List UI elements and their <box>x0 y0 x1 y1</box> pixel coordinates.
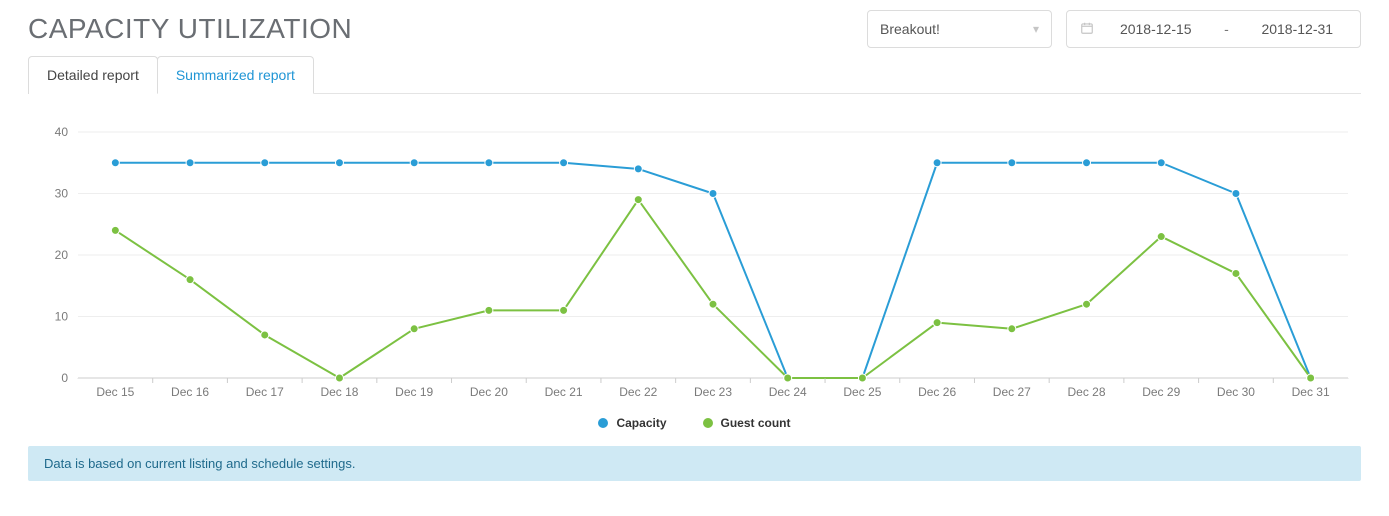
info-banner: Data is based on current listing and sch… <box>28 446 1361 481</box>
svg-text:Dec 28: Dec 28 <box>1068 385 1106 399</box>
capacity-chart: 0 10 20 30 40 Dec 15 Dec 16 Dec 17 Dec 18 Dec 19 D… <box>28 122 1361 402</box>
tab-detailed-report[interactable]: Detailed report <box>28 56 158 94</box>
chart-legend: Capacity Guest count <box>28 402 1361 446</box>
svg-text:Dec 19: Dec 19 <box>395 385 433 399</box>
svg-text:Dec 17: Dec 17 <box>246 385 284 399</box>
page-title: CAPACITY UTILIZATION <box>28 13 352 45</box>
date-range-separator: - <box>1217 21 1237 37</box>
report-tabs: Detailed report Summarized report <box>28 56 1361 94</box>
svg-text:40: 40 <box>55 125 69 139</box>
tab-summarized-report[interactable]: Summarized report <box>157 56 314 94</box>
legend-item-guest-count: Guest count <box>703 416 791 430</box>
legend-item-capacity: Capacity <box>598 416 666 430</box>
svg-text:Dec 22: Dec 22 <box>619 385 657 399</box>
svg-text:Dec 15: Dec 15 <box>96 385 134 399</box>
svg-text:Dec 24: Dec 24 <box>769 385 807 399</box>
breakout-select[interactable]: Breakout! ▾ <box>867 10 1052 48</box>
legend-dot-capacity <box>598 418 608 428</box>
svg-text:20: 20 <box>55 248 69 262</box>
svg-text:Dec 23: Dec 23 <box>694 385 732 399</box>
legend-dot-guest-count <box>703 418 713 428</box>
legend-label-capacity: Capacity <box>616 416 666 430</box>
svg-text:Dec 31: Dec 31 <box>1292 385 1330 399</box>
legend-label-guest-count: Guest count <box>721 416 791 430</box>
svg-text:Dec 29: Dec 29 <box>1142 385 1180 399</box>
svg-text:Dec 30: Dec 30 <box>1217 385 1255 399</box>
svg-text:Dec 27: Dec 27 <box>993 385 1031 399</box>
svg-text:Dec 20: Dec 20 <box>470 385 508 399</box>
svg-text:Dec 18: Dec 18 <box>320 385 358 399</box>
chevron-down-icon: ▾ <box>1033 22 1039 36</box>
svg-text:0: 0 <box>61 371 68 385</box>
svg-text:Dec 21: Dec 21 <box>545 385 583 399</box>
svg-text:Dec 26: Dec 26 <box>918 385 956 399</box>
svg-text:Dec 25: Dec 25 <box>843 385 881 399</box>
svg-text:10: 10 <box>55 310 69 324</box>
date-range-end: 2018-12-31 <box>1247 21 1349 37</box>
date-range-start: 2018-12-15 <box>1105 21 1207 37</box>
breakout-select-value: Breakout! <box>880 21 940 37</box>
date-range-picker[interactable]: 2018-12-15 - 2018-12-31 <box>1066 10 1361 48</box>
calendar-icon <box>1079 21 1095 38</box>
svg-text:Dec 16: Dec 16 <box>171 385 209 399</box>
svg-text:30: 30 <box>55 187 69 201</box>
